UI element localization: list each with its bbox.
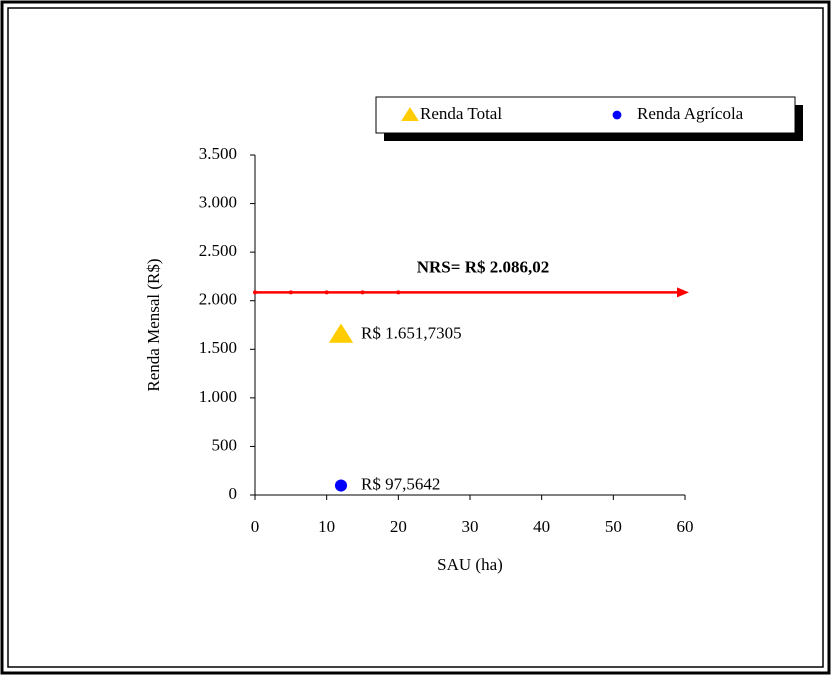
legend-label: Renda Agrícola [637, 104, 744, 123]
data-label: R$ 1.651,7305 [361, 323, 462, 342]
nrs-point [324, 290, 329, 295]
nrs-annotation: NRS= R$ 2.086,02 [417, 257, 549, 276]
nrs-point [396, 290, 401, 295]
legend-box [375, 96, 796, 134]
y-tick-label: 500 [212, 435, 238, 454]
y-tick-label: 1.000 [199, 387, 237, 406]
circle-marker [612, 110, 622, 120]
y-tick-label: 2.500 [199, 241, 237, 260]
x-tick-label: 30 [462, 517, 479, 536]
y-tick-label: 3.500 [199, 144, 237, 163]
x-tick-label: 50 [605, 517, 622, 536]
x-tick-label: 0 [251, 517, 260, 536]
x-tick-label: 20 [390, 517, 407, 536]
nrs-point [288, 290, 293, 295]
y-tick-label: 1.500 [199, 338, 237, 357]
circle-marker [334, 479, 348, 492]
y-tick-label: 2.000 [199, 290, 237, 309]
x-tick-label: 10 [318, 517, 335, 536]
triangle-marker [328, 323, 354, 343]
nrs-point [253, 290, 257, 295]
y-tick-label: 3.000 [199, 192, 237, 211]
x-axis-title: SAU (ha) [437, 555, 503, 574]
nrs-arrow [677, 287, 689, 298]
x-tick-label: 60 [677, 517, 694, 536]
data-label: R$ 97,5642 [361, 474, 440, 493]
y-tick-label: 0 [229, 484, 238, 503]
triangle-marker [401, 107, 419, 121]
legend-label: Renda Total [420, 104, 502, 123]
nrs-point [360, 290, 365, 295]
inner-frame [7, 7, 824, 668]
x-tick-label: 40 [533, 517, 550, 536]
y-axis-title: Renda Mensal (R$) [144, 258, 163, 391]
